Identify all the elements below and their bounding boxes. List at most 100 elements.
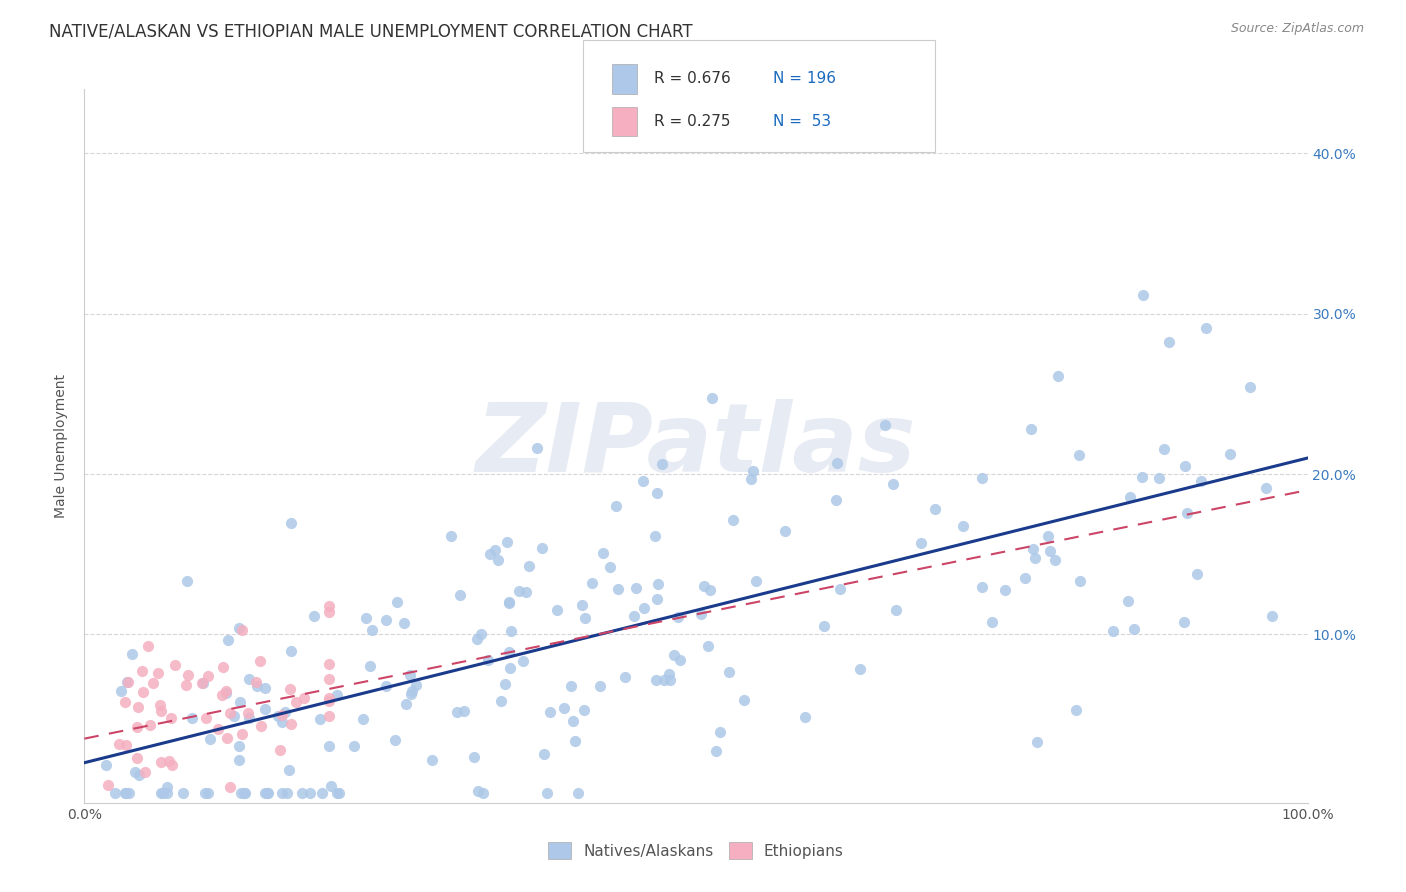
Point [359, 658, 381, 673]
Point [385, 594, 408, 608]
Point [318, 691, 340, 706]
Point [495, 535, 517, 549]
Point [606, 582, 628, 597]
Point [191, 675, 214, 690]
Point [231, 727, 253, 741]
Text: NATIVE/ALASKAN VS ETHIOPIAN MALE UNEMPLOYMENT CORRELATION CHART: NATIVE/ALASKAN VS ETHIOPIAN MALE UNEMPLO… [49, 22, 693, 40]
Point [149, 698, 172, 712]
Point [253, 786, 276, 800]
Point [375, 679, 398, 693]
Point [172, 786, 194, 800]
Point [218, 780, 240, 794]
Point [392, 615, 415, 630]
Point [156, 780, 179, 794]
Point [195, 711, 218, 725]
Point [669, 653, 692, 667]
Point [228, 622, 250, 636]
Point [249, 718, 271, 732]
Point [952, 518, 974, 533]
Point [343, 739, 366, 754]
Point [271, 708, 294, 723]
Point [644, 529, 666, 543]
Point [207, 722, 229, 736]
Text: R = 0.676: R = 0.676 [654, 71, 731, 87]
Point [477, 653, 499, 667]
Point [217, 633, 239, 648]
Point [148, 665, 170, 680]
Point [498, 595, 520, 609]
Point [399, 687, 422, 701]
Point [553, 701, 575, 715]
Point [658, 673, 681, 688]
Point [149, 704, 172, 718]
Point [546, 603, 568, 617]
Point [1239, 380, 1261, 394]
Point [215, 683, 238, 698]
Text: Source: ZipAtlas.com: Source: ZipAtlas.com [1230, 22, 1364, 36]
Point [298, 786, 321, 800]
Point [742, 464, 765, 478]
Point [249, 654, 271, 668]
Point [592, 546, 614, 560]
Point [574, 703, 596, 717]
Point [285, 695, 308, 709]
Point [699, 583, 721, 598]
Point [134, 764, 156, 779]
Point [721, 513, 744, 527]
Point [614, 670, 637, 684]
Point [127, 700, 149, 714]
Point [278, 682, 301, 697]
Point [280, 516, 302, 530]
Point [215, 686, 238, 700]
Point [517, 559, 540, 574]
Point [794, 710, 817, 724]
Point [319, 779, 342, 793]
Point [562, 714, 585, 728]
Point [238, 711, 260, 725]
Point [174, 678, 197, 692]
Point [709, 725, 731, 739]
Point [531, 541, 554, 555]
Point [666, 610, 689, 624]
Point [197, 669, 219, 683]
Point [624, 581, 647, 595]
Point [308, 712, 330, 726]
Point [318, 657, 340, 671]
Point [384, 733, 406, 747]
Point [115, 786, 138, 800]
Point [215, 731, 238, 745]
Point [117, 675, 139, 690]
Point [157, 754, 180, 768]
Point [744, 574, 766, 589]
Text: R = 0.275: R = 0.275 [654, 114, 730, 129]
Point [127, 750, 149, 764]
Point [645, 485, 668, 500]
Point [651, 457, 673, 471]
Point [197, 786, 219, 800]
Point [1064, 702, 1087, 716]
Point [574, 610, 596, 624]
Point [1101, 624, 1123, 638]
Point [463, 749, 485, 764]
Point [494, 677, 516, 691]
Point [276, 786, 298, 800]
Point [271, 714, 294, 729]
Point [269, 743, 291, 757]
Point [536, 786, 558, 800]
Point [1177, 506, 1199, 520]
Point [352, 712, 374, 726]
Point [233, 786, 256, 800]
Point [696, 640, 718, 654]
Point [212, 659, 235, 673]
Point [652, 673, 675, 687]
Point [645, 591, 668, 606]
Point [824, 493, 846, 508]
Point [139, 717, 162, 731]
Point [470, 627, 492, 641]
Point [280, 717, 302, 731]
Point [107, 737, 129, 751]
Point [302, 609, 325, 624]
Point [291, 786, 314, 800]
Point [489, 694, 512, 708]
Point [318, 605, 340, 619]
